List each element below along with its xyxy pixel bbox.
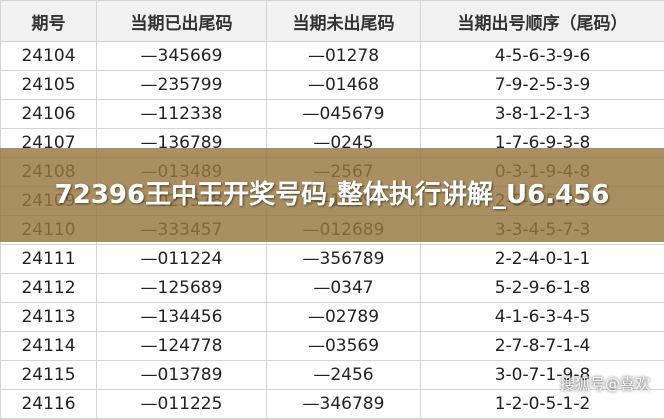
table-cell: —02789 bbox=[267, 303, 421, 332]
table-cell: 24105 bbox=[1, 71, 97, 100]
banner-title: 72396王中王开奖号码,整体执行讲解_U6.456 bbox=[32, 175, 632, 215]
header-cell: 当期已出尾码 bbox=[97, 1, 267, 42]
table-cell: 2-2-4-0-1-1 bbox=[421, 245, 664, 274]
table-cell: 24113 bbox=[1, 303, 97, 332]
header-row: 期号当期已出尾码当期未出尾码当期出号顺序（尾码） bbox=[1, 1, 664, 42]
table-cell: 24104 bbox=[1, 42, 97, 71]
table-cell: —356789 bbox=[267, 245, 421, 274]
table-cell: 3-8-1-2-1-3 bbox=[421, 100, 664, 129]
table-cell: 2-7-8-7-1-4 bbox=[421, 332, 664, 361]
table-cell: —124778 bbox=[97, 332, 267, 361]
header-cell: 当期出号顺序（尾码） bbox=[421, 1, 664, 42]
table-cell: 24111 bbox=[1, 245, 97, 274]
table-cell: —01278 bbox=[267, 42, 421, 71]
table-cell: —134456 bbox=[97, 303, 267, 332]
table-cell: —01468 bbox=[267, 71, 421, 100]
banner: 72396王中王开奖号码,整体执行讲解_U6.456 bbox=[0, 148, 664, 242]
table-cell: —125689 bbox=[97, 274, 267, 303]
table-cell: —235799 bbox=[97, 71, 267, 100]
table-cell: —345669 bbox=[97, 42, 267, 71]
table-cell: —2456 bbox=[267, 361, 421, 390]
table-cell: —0347 bbox=[267, 274, 421, 303]
table-cell: 24114 bbox=[1, 332, 97, 361]
page: 期号当期已出尾码当期未出尾码当期出号顺序（尾码） 24104—345669—01… bbox=[0, 0, 664, 400]
table-cell: 4-5-6-3-9-6 bbox=[421, 42, 664, 71]
table-cell: 24116 bbox=[1, 390, 97, 419]
table-cell: 7-9-2-5-3-9 bbox=[421, 71, 664, 100]
table-cell: —013789 bbox=[97, 361, 267, 390]
table-cell: —045679 bbox=[267, 100, 421, 129]
table-cell: 4-1-6-3-4-5 bbox=[421, 303, 664, 332]
table-cell: 5-2-9-6-1-8 bbox=[421, 274, 664, 303]
header-cell: 当期未出尾码 bbox=[267, 1, 421, 42]
table-cell: —011224 bbox=[97, 245, 267, 274]
header-cell: 期号 bbox=[1, 1, 97, 42]
table-cell: 24112 bbox=[1, 274, 97, 303]
table-cell: 24115 bbox=[1, 361, 97, 390]
table-cell: 24106 bbox=[1, 100, 97, 129]
table-cell: —112338 bbox=[97, 100, 267, 129]
table-cell: —346789 bbox=[267, 390, 421, 419]
table-cell: —03569 bbox=[267, 332, 421, 361]
watermark: 搜狐号@喜欢 bbox=[560, 373, 650, 394]
table-cell: —011225 bbox=[97, 390, 267, 419]
